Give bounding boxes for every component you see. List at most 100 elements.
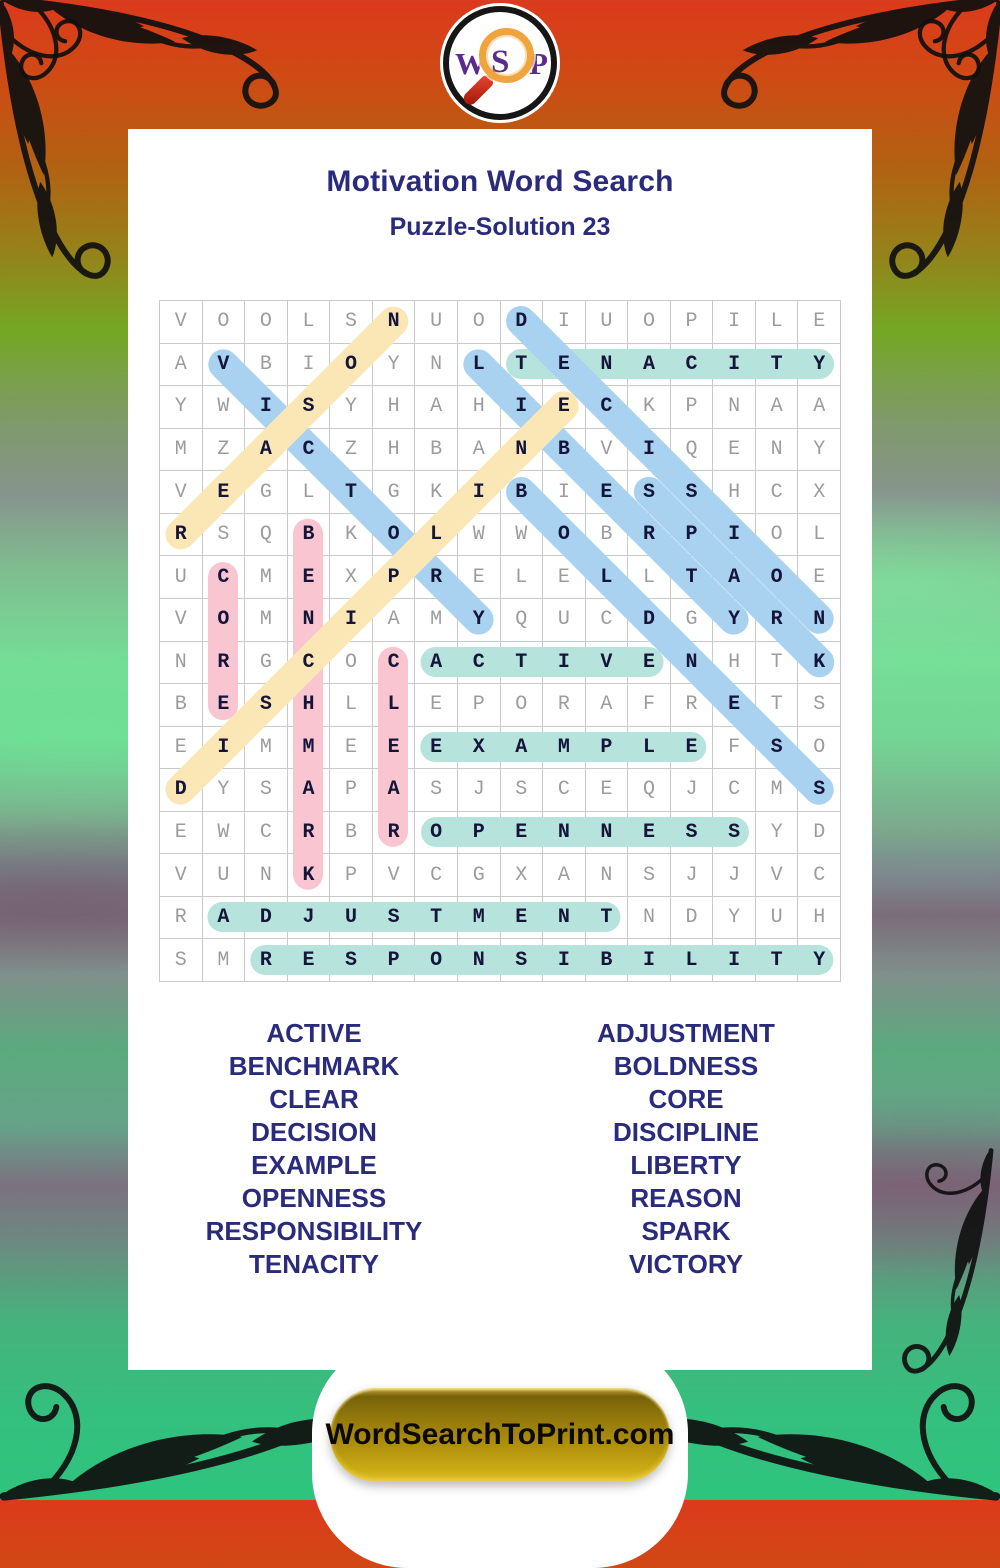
grid-cell: S — [628, 471, 671, 514]
grid-letter: R — [217, 650, 230, 674]
grid-cell: C — [372, 641, 416, 685]
grid-cell: S — [670, 471, 714, 514]
grid-letter: B — [430, 437, 443, 461]
grid-cell: S — [287, 386, 331, 429]
grid-letter: I — [557, 650, 570, 674]
grid-cell: A — [713, 556, 756, 599]
grid-letter: C — [217, 565, 230, 589]
grid-cell: M — [543, 726, 586, 770]
grid-cell: V — [160, 301, 203, 344]
word-list-left-column: ACTIVE BENCHMARK CLEAR DECISION EXAMPLE OPENN… — [128, 1017, 500, 1281]
grid-letter: L — [430, 523, 443, 547]
grid-cell: E — [543, 343, 586, 387]
grid-cell: O — [500, 684, 544, 727]
grid-cell: Q — [628, 769, 671, 812]
grid-cell: E — [415, 684, 458, 727]
grid-letter: E — [174, 735, 187, 759]
grid-cell: A — [245, 428, 288, 472]
flourish-ornament-top-right — [694, 0, 1000, 112]
grid-letter: E — [813, 310, 826, 334]
grid-letter: T — [515, 650, 528, 674]
grid-cell: M — [245, 598, 288, 642]
grid-cell: P — [457, 684, 501, 727]
grid-cell: A — [287, 769, 331, 812]
grid-letter: O — [259, 310, 272, 334]
grid-letter: A — [430, 650, 443, 674]
grid-letter: W — [472, 523, 485, 547]
grid-cell: I — [500, 386, 544, 429]
grid-letter: O — [345, 352, 358, 376]
grid-cell: N — [543, 811, 586, 855]
grid-cell: A — [543, 854, 586, 897]
grid-cell: Y — [755, 811, 799, 855]
grid-letter: V — [174, 310, 187, 334]
grid-letter: Z — [345, 437, 358, 461]
word-list-item: TENACITY — [249, 1249, 379, 1279]
grid-letter: W — [217, 821, 230, 845]
grid-cell: R — [670, 684, 714, 727]
grid-letter: M — [770, 778, 783, 802]
grid-cell: O — [755, 513, 799, 557]
grid-letter: B — [600, 523, 613, 547]
grid-cell: D — [670, 896, 714, 940]
grid-cell: O — [415, 811, 458, 855]
grid-letter: L — [642, 565, 655, 589]
grid-letter: E — [217, 480, 230, 504]
grid-letter: O — [515, 693, 528, 717]
grid-cell: U — [585, 301, 629, 344]
grid-letter: N — [600, 352, 613, 376]
grid-letter: N — [813, 608, 826, 632]
grid-cell: A — [457, 428, 501, 472]
grid-letter: E — [302, 565, 315, 589]
grid-letter: J — [685, 778, 698, 802]
grid-letter: E — [557, 565, 570, 589]
grid-cell: H — [713, 471, 756, 514]
grid-cell: B — [500, 471, 544, 514]
grid-cell: L — [372, 684, 416, 727]
grid-letter: Y — [345, 395, 358, 419]
grid-letter: L — [770, 310, 783, 334]
word-list-right-column: ADJUSTMENT BOLDNESS CORE DISCIPLINE LIBERTY R… — [500, 1017, 872, 1281]
grid-cell: H — [372, 386, 416, 429]
grid-cell: E — [585, 769, 629, 812]
grid-cell: D — [245, 896, 288, 940]
grid-letter: A — [387, 608, 400, 632]
grid-cell: N — [755, 428, 799, 472]
solution-highlight-active — [420, 646, 664, 677]
grid-cell: B — [415, 428, 458, 472]
grid-letter: E — [557, 395, 570, 419]
grid-cell: Q — [245, 513, 288, 557]
grid-cell: J — [713, 854, 756, 897]
grid-cell: M — [160, 428, 203, 472]
grid-letter: A — [813, 395, 826, 419]
grid-cell: S — [500, 939, 544, 982]
grid-letter: C — [600, 395, 613, 419]
magnifier-lens-icon — [479, 28, 534, 83]
grid-cell: L — [628, 726, 671, 770]
page-background: { "logo": { "letters": ["W", "S", "P"], … — [0, 0, 1000, 1501]
grid-letter: M — [259, 608, 272, 632]
grid-letter: Q — [642, 778, 655, 802]
grid-letter: Y — [813, 948, 826, 972]
grid-cell: S — [713, 811, 756, 855]
grid-cell: O — [330, 641, 373, 685]
website-button[interactable]: WordSearchToPrint.com — [326, 1388, 674, 1482]
grid-cell: A — [798, 386, 841, 429]
grid-letter: A — [430, 395, 443, 419]
grid-letter: O — [387, 523, 400, 547]
grid-cell: I — [543, 939, 586, 982]
grid-cell: C — [713, 769, 756, 812]
grid-letter: J — [685, 863, 698, 887]
grid-cell: W — [202, 811, 246, 855]
grid-cell: S — [160, 939, 203, 982]
grid-letter: B — [600, 948, 613, 972]
grid-cell: A — [755, 386, 799, 429]
grid-cell: V — [755, 854, 799, 897]
word-list: ACTIVE BENCHMARK CLEAR DECISION EXAMPLE OPENN… — [128, 1017, 872, 1281]
grid-cell: I — [543, 471, 586, 514]
grid-cell: A — [415, 386, 458, 429]
grid-letter: P — [685, 523, 698, 547]
grid-cell: C — [543, 769, 586, 812]
grid-letter: J — [728, 863, 741, 887]
